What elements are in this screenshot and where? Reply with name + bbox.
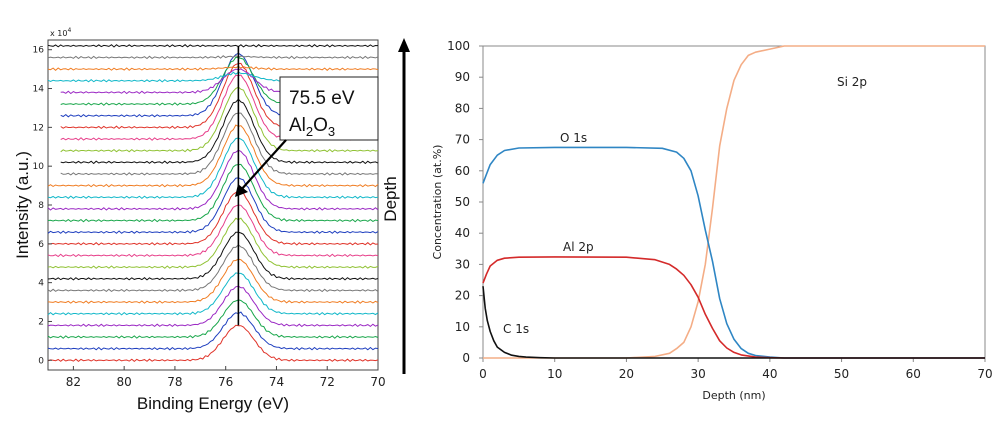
left-x-tick-label: 70 [370, 375, 385, 389]
left-x-axis-label: Binding Energy (eV) [137, 394, 289, 413]
series-line-o1s [482, 146, 985, 359]
depth-arrow [398, 38, 410, 374]
peak-species-label: Al2O3 [289, 115, 335, 139]
spectrum-line [47, 311, 379, 351]
left-x-tick-label: 76 [218, 375, 233, 389]
spectrum-line [47, 272, 379, 316]
spectrum-line [47, 324, 379, 363]
left-y-tick-label: 8 [38, 201, 44, 211]
left-x-tick-label: 78 [167, 375, 182, 389]
spectrum-line [47, 177, 379, 234]
peak-annotation-box [279, 76, 379, 141]
right-x-tick-label: 40 [762, 367, 777, 381]
left-y-tick-label: 14 [33, 85, 45, 95]
spectrum-line [47, 124, 379, 188]
series-line-c1s [482, 286, 985, 359]
series-label-si2p: Si 2p [837, 75, 867, 89]
left-y-axis-label: Intensity (a.u.) [13, 151, 32, 259]
spectrum-line [48, 189, 379, 246]
depth-label: Depth [381, 176, 400, 221]
left-y-tick-label: 12 [33, 123, 44, 133]
right-x-tick-label: 70 [977, 367, 992, 381]
right-x-tick-label: 0 [479, 367, 487, 381]
right-x-tick-label: 30 [691, 367, 706, 381]
right-x-tick-label: 50 [834, 367, 849, 381]
right-y-tick-label: 30 [455, 257, 470, 271]
spectrum-line [60, 86, 379, 153]
spectrum-line [47, 217, 379, 269]
right-x-tick-label: 60 [906, 367, 921, 381]
left-y-tick-label: 10 [33, 162, 45, 172]
spectrum-line [60, 112, 379, 176]
left-y-tick-label: 4 [38, 279, 44, 289]
left-y-tick-label: 6 [38, 240, 44, 250]
right-y-ticks: 0 10 20 30 40 50 60 70 80 90 100 [447, 39, 483, 365]
left-y-tick-label: 0 [38, 356, 44, 366]
spectrum-line [47, 258, 379, 304]
left-x-tick-label: 82 [66, 375, 81, 389]
right-y-tick-label: 90 [455, 70, 470, 84]
spectrum-line [47, 54, 379, 60]
spectrum-line [47, 65, 379, 71]
spectrum-line [47, 163, 379, 223]
left-y-tick-label: 16 [33, 46, 45, 56]
right-x-ticks: 0 10 20 30 40 50 60 70 [479, 358, 993, 381]
spectrum-line [47, 44, 379, 48]
y-multiplier: x 104 [50, 27, 71, 38]
right-y-tick-label: 60 [455, 164, 470, 178]
left-x-tick-label: 72 [320, 375, 335, 389]
right-y-tick-label: 10 [455, 320, 470, 334]
series-line-al2p [482, 256, 985, 359]
right-plot-frame [482, 45, 986, 359]
right-y-tick-label: 40 [455, 226, 470, 240]
spectrum-line [47, 244, 379, 293]
right-y-tick-label: 70 [455, 133, 470, 147]
series-line-si2p [483, 45, 985, 359]
xps-spectra-chart: 82 80 78 76 74 72 70 0 2 4 6 8 10 12 14 16 x 104 Bindi… [13, 27, 386, 413]
spectrum-line [47, 231, 379, 281]
spectra-lines [47, 44, 379, 363]
right-y-tick-label: 100 [447, 39, 470, 53]
spectrum-line [47, 204, 379, 258]
depth-profile-chart: 0 10 20 30 40 50 60 70 0 10 20 30 40 50 60 70 80 90 100 O… [431, 39, 993, 402]
series-label-o1s: O 1s [560, 131, 587, 145]
annotation-arrow-shaft [239, 139, 287, 192]
spectrum-line [47, 149, 379, 211]
left-y-tick-label: 2 [38, 317, 44, 327]
right-y-tick-label: 80 [455, 101, 470, 115]
spectrum-line [47, 137, 379, 200]
right-y-tick-label: 20 [455, 289, 470, 303]
right-y-axis-label: Concentration (at.%) [431, 145, 444, 260]
peak-energy-label: 75.5 eV [289, 88, 355, 109]
left-x-ticks: 82 80 78 76 74 72 70 [66, 366, 386, 389]
annotation-arrow-head [235, 184, 248, 197]
right-y-tick-label: 50 [455, 195, 470, 209]
spectrum-line [47, 299, 379, 339]
series-label-al2p: Al 2p [563, 240, 594, 254]
left-y-ticks: 0 2 4 6 8 10 12 14 16 [33, 46, 52, 366]
spectrum-line [60, 98, 379, 165]
right-y-tick-label: 0 [462, 351, 470, 365]
spectrum-line [47, 285, 379, 328]
depth-profile-series [482, 45, 985, 359]
right-x-tick-label: 20 [619, 367, 634, 381]
right-x-tick-label: 10 [547, 367, 562, 381]
left-x-tick-label: 74 [269, 375, 284, 389]
right-x-axis-label: Depth (nm) [702, 389, 765, 402]
series-label-c1s: C 1s [503, 322, 529, 336]
left-x-tick-label: 80 [117, 375, 132, 389]
